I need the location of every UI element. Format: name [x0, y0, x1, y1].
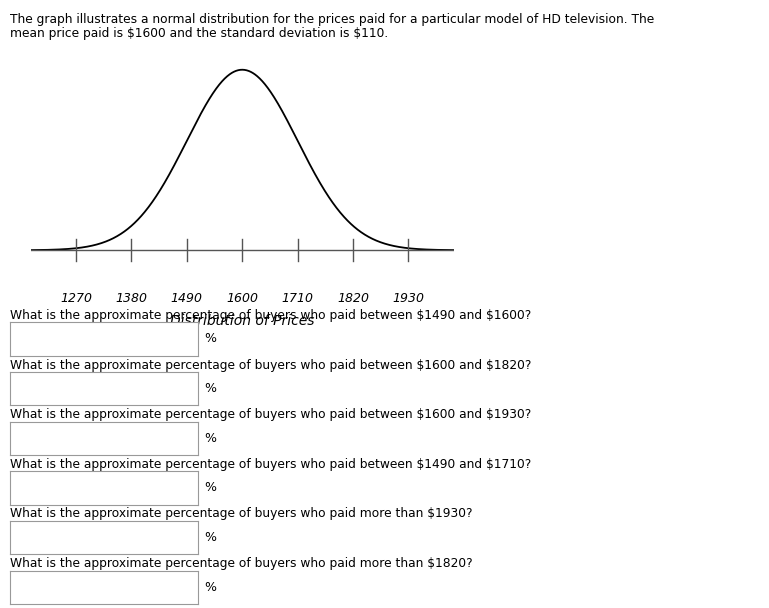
Text: What is the approximate percentage of buyers who paid between \$1600 and \$1930?: What is the approximate percentage of bu… — [10, 408, 531, 421]
Text: %: % — [204, 333, 216, 345]
Text: %: % — [204, 382, 216, 395]
Text: %: % — [204, 531, 216, 544]
Text: The graph illustrates a normal distribution for the prices paid for a particular: The graph illustrates a normal distribut… — [10, 13, 654, 26]
Text: %: % — [204, 581, 216, 594]
Text: %: % — [204, 482, 216, 494]
Text: What is the approximate percentage of buyers who paid between \$1490 and \$1710?: What is the approximate percentage of bu… — [10, 458, 531, 471]
Text: %: % — [204, 432, 216, 445]
Text: What is the approximate percentage of buyers who paid more than \$1930?: What is the approximate percentage of bu… — [10, 508, 472, 520]
Text: What is the approximate percentage of buyers who paid between \$1490 and \$1600?: What is the approximate percentage of bu… — [10, 309, 531, 322]
X-axis label: Distribution of Prices: Distribution of Prices — [170, 314, 315, 328]
Text: What is the approximate percentage of buyers who paid between \$1600 and \$1820?: What is the approximate percentage of bu… — [10, 359, 531, 371]
Text: mean price paid is \$1600 and the standard deviation is \$110.: mean price paid is \$1600 and the standa… — [10, 27, 388, 40]
Text: What is the approximate percentage of buyers who paid more than \$1820?: What is the approximate percentage of bu… — [10, 557, 473, 570]
